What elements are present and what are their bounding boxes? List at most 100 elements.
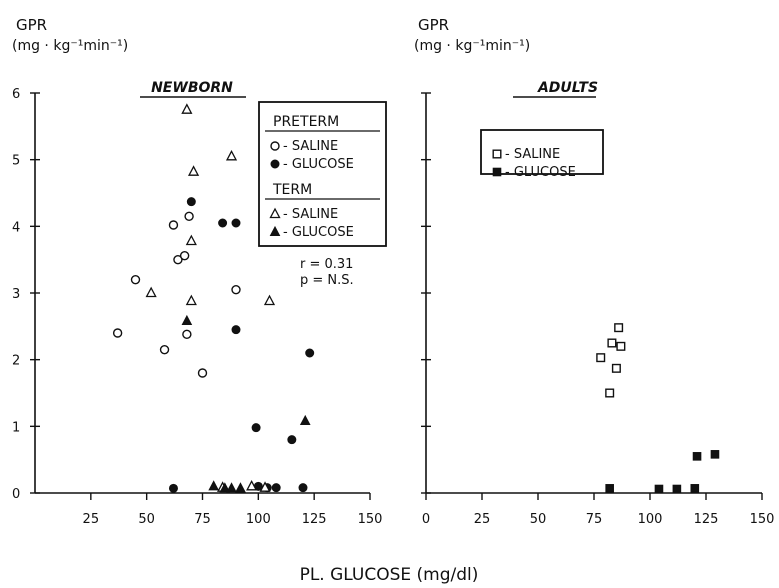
- legend-entry-label: - GLUCOSE: [283, 225, 354, 240]
- y-tick-label: 3: [12, 287, 20, 302]
- x-tick-label: 125: [694, 512, 719, 527]
- x-tick-label: 50: [138, 512, 155, 527]
- data-point: [186, 197, 196, 207]
- data-point: [271, 483, 281, 493]
- data-point: [710, 450, 720, 459]
- data-point: [159, 344, 170, 355]
- data-point: [305, 348, 315, 358]
- data-point: [173, 254, 183, 265]
- legend: PRETERM - SALINE - GLUCOSE TERM - SALINE - GL…: [258, 101, 387, 247]
- data-point: [692, 452, 702, 461]
- data-point: [611, 363, 621, 373]
- data-point: [231, 284, 241, 295]
- data-point: [168, 483, 178, 493]
- legend-entry-label: - SALINE: [505, 147, 560, 162]
- data-point: [187, 165, 200, 176]
- x-tick-label: 25: [474, 512, 491, 527]
- data-point: [226, 482, 237, 493]
- legend-marker-open-circle: [270, 141, 280, 151]
- x-tick-label: 100: [246, 512, 271, 527]
- data-point: [179, 250, 190, 261]
- data-point: [208, 480, 219, 491]
- x-tick-label: 75: [586, 512, 603, 527]
- data-point: [184, 211, 194, 222]
- data-point: [614, 323, 624, 333]
- series-term-saline: [145, 103, 276, 494]
- y-tick-label: 5: [12, 154, 20, 169]
- chart-title: ADULTS: [537, 80, 598, 96]
- x-tick-label: 125: [302, 512, 327, 527]
- data-point: [596, 353, 606, 363]
- data-point: [219, 482, 231, 493]
- y-tick-label: 4: [12, 220, 20, 235]
- data-point: [182, 329, 192, 340]
- legend-marker-filled-circle: [270, 159, 280, 169]
- legend-marker-filled-triangle: [269, 225, 281, 236]
- series-saline: [596, 323, 626, 398]
- data-point: [299, 414, 311, 425]
- data-point: [235, 482, 246, 493]
- data-point: [130, 274, 141, 285]
- legend-entry-label: - SALINE: [283, 139, 338, 154]
- data-point: [231, 218, 241, 228]
- series-term-glucose: [181, 314, 311, 493]
- legend-entry-label: - GLUCOSE: [283, 157, 354, 172]
- data-point: [231, 325, 241, 335]
- y-tick-label: 6: [12, 87, 20, 102]
- data-point: [181, 314, 193, 325]
- data-point: [112, 328, 123, 338]
- series-glucose: [605, 450, 720, 494]
- data-point: [218, 218, 228, 228]
- x-tick-label: 150: [358, 512, 383, 527]
- y-tick-label: 0: [12, 487, 20, 502]
- data-point: [690, 484, 700, 493]
- legend-marker-open-square: [492, 149, 502, 159]
- data-point: [246, 479, 258, 491]
- chart-panel-newborn: GPR (mg · kg⁻¹min⁻¹) 0 1 2 3 4 5 6 25 50 75 100 125 15…: [12, 16, 387, 527]
- y-axis-unit-label: (mg · kg⁻¹min⁻¹): [12, 38, 128, 54]
- legend-entry-label: - GLUCOSE: [505, 165, 576, 180]
- y-tick-label: 1: [12, 420, 20, 435]
- legend-marker-filled-square: [492, 167, 502, 177]
- data-point: [185, 234, 197, 246]
- data-point: [605, 484, 614, 493]
- data-point: [259, 481, 271, 492]
- y-tick-label: 2: [12, 354, 20, 369]
- x-tick-label: 150: [750, 512, 775, 527]
- y-axis-label: GPR: [418, 16, 449, 34]
- legend-group-heading: TERM: [272, 182, 312, 198]
- data-point: [672, 484, 682, 494]
- x-tick-label: 75: [194, 512, 211, 527]
- data-point: [263, 294, 276, 306]
- data-point: [298, 483, 308, 493]
- data-point: [225, 149, 238, 161]
- legend-marker-open-triangle: [269, 207, 281, 219]
- data-point: [654, 484, 664, 494]
- data-point: [181, 103, 193, 114]
- data-point: [616, 341, 626, 351]
- series-preterm-saline: [112, 211, 241, 378]
- data-point: [251, 423, 261, 433]
- y-axis-unit-label: (mg · kg⁻¹min⁻¹): [414, 38, 530, 54]
- chart-panel-adults: GPR (mg · kg⁻¹min⁻¹) 0 25 50 75 100 125 150 ADULT…: [414, 16, 774, 527]
- data-point: [605, 388, 615, 398]
- data-point: [197, 368, 208, 378]
- data-point: [185, 294, 197, 306]
- y-axis-label: GPR: [16, 16, 47, 34]
- data-point: [607, 338, 617, 348]
- legend-box: [258, 101, 387, 247]
- legend-group-heading: PRETERM: [273, 114, 339, 130]
- data-point: [168, 220, 179, 230]
- stats-annotation: r = 0.31: [300, 257, 353, 272]
- data-point: [287, 435, 297, 445]
- x-tick-label: 25: [83, 512, 100, 527]
- data-point: [145, 286, 157, 298]
- legend: - SALINE - GLUCOSE: [480, 129, 604, 180]
- legend-entry-label: - SALINE: [283, 207, 338, 222]
- x-tick-label: 0: [422, 512, 430, 527]
- x-tick-label: 50: [530, 512, 547, 527]
- stats-annotation: p = N.S.: [300, 273, 354, 288]
- x-axis-label: PL. GLUCOSE (mg/dl): [300, 565, 479, 585]
- x-tick-label: 100: [638, 512, 663, 527]
